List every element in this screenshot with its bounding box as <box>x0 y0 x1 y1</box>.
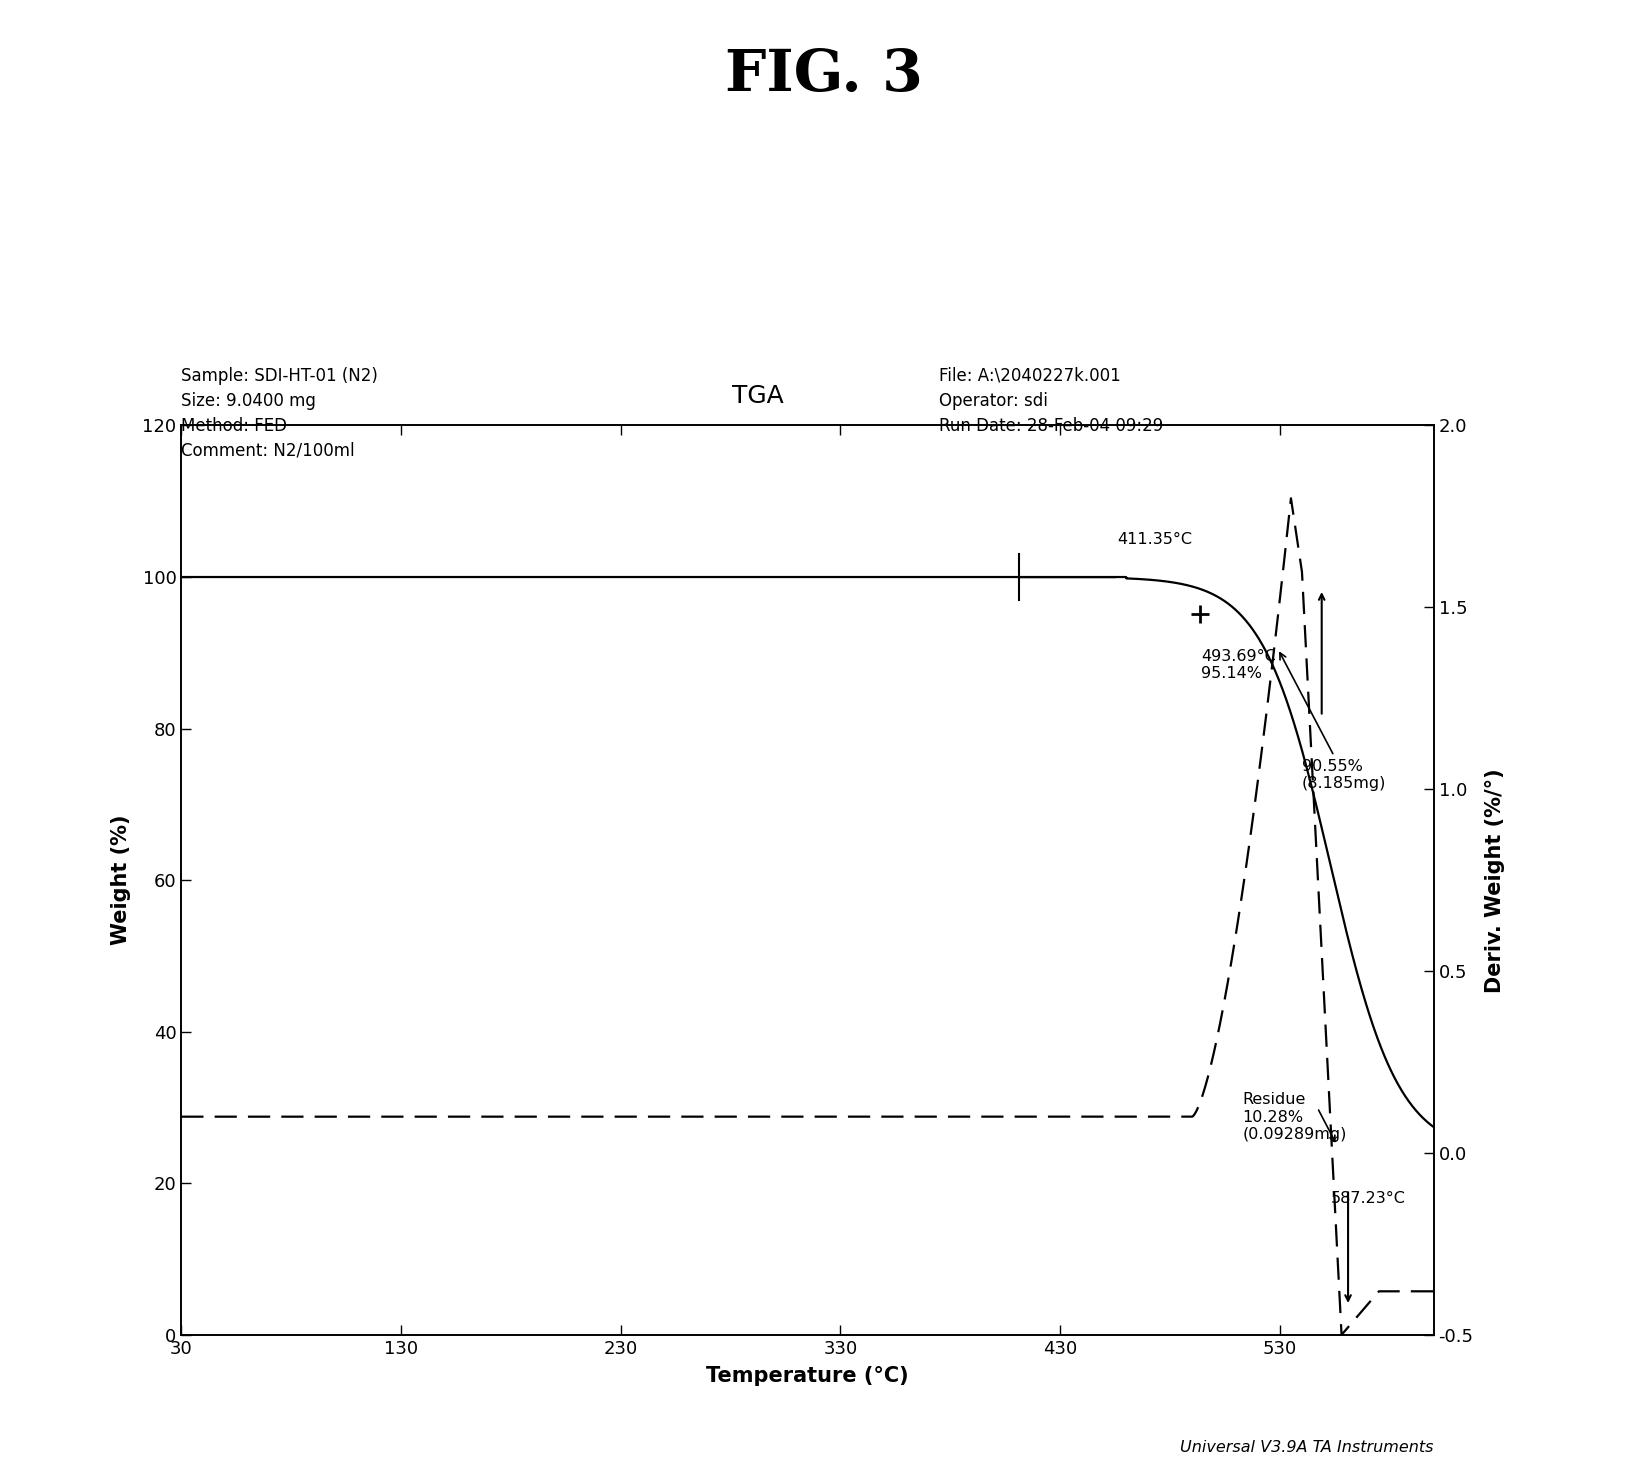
Text: TGA: TGA <box>732 384 784 408</box>
Text: 493.69°C
95.14%: 493.69°C 95.14% <box>1201 648 1276 682</box>
Text: File: A:\2040227k.001
Operator: sdi
Run Date: 28-Feb-04 09:29: File: A:\2040227k.001 Operator: sdi Run … <box>939 367 1163 434</box>
Text: Sample: SDI-HT-01 (N2)
Size: 9.0400 mg
Method: FED
Comment: N2/100ml: Sample: SDI-HT-01 (N2) Size: 9.0400 mg M… <box>181 367 377 459</box>
Text: Universal V3.9A TA Instruments: Universal V3.9A TA Instruments <box>1180 1439 1434 1455</box>
Text: 411.35°C: 411.35°C <box>1117 531 1193 547</box>
Text: 90.55%
(8.185mg): 90.55% (8.185mg) <box>1280 653 1386 791</box>
X-axis label: Temperature (°C): Temperature (°C) <box>707 1366 908 1386</box>
Text: Residue
10.28%
(0.09289mg): Residue 10.28% (0.09289mg) <box>1243 1093 1346 1143</box>
Y-axis label: Weight (%): Weight (%) <box>110 816 132 945</box>
Text: 587.23°C: 587.23°C <box>1330 1191 1406 1206</box>
Text: FIG. 3: FIG. 3 <box>725 47 923 103</box>
Y-axis label: Deriv. Weight (%/°): Deriv. Weight (%/°) <box>1485 767 1505 993</box>
